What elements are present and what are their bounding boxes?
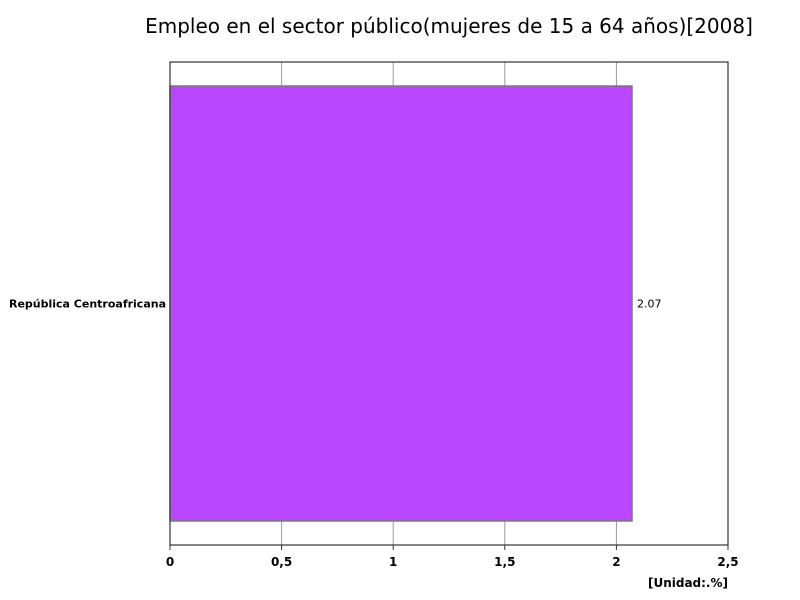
x-tick-label: 0,5	[271, 555, 292, 569]
x-tick-label: 1	[389, 555, 397, 569]
value-label: 2.07	[637, 298, 662, 311]
x-tick-label: 2	[612, 555, 620, 569]
category-label: República Centroafricana	[9, 298, 166, 311]
y-axis-labels: República Centroafricana	[9, 298, 166, 311]
plot-frame	[169, 61, 729, 546]
x-tick-label: 0	[166, 555, 174, 569]
x-tick-label: 1,5	[494, 555, 515, 569]
value-labels: 2.07	[637, 298, 662, 311]
unit-label: [Unidad:.%]	[647, 576, 728, 590]
chart-title: Empleo en el sector público(mujeres de 1…	[145, 14, 753, 38]
bar	[169, 85, 633, 522]
bars	[169, 85, 633, 522]
x-axis-ticks: 0 0,5 1 1,5 2 2,5	[166, 545, 739, 569]
x-tick-label: 2,5	[717, 555, 738, 569]
